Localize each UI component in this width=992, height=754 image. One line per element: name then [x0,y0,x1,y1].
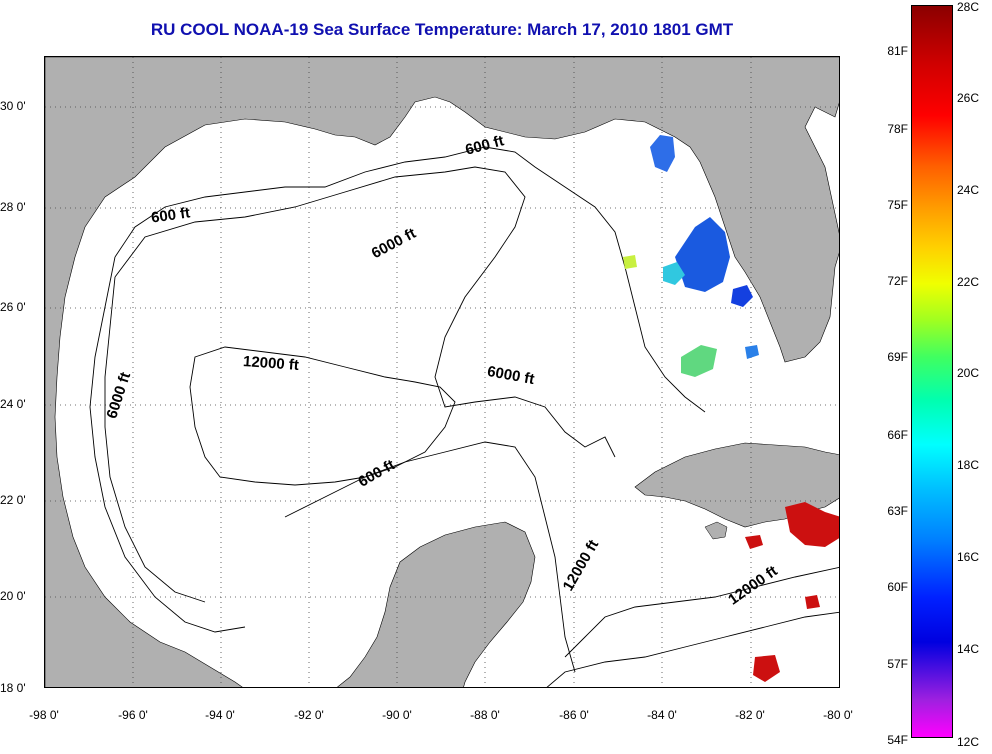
colorbar-c-label: 28C [957,0,980,14]
colorbar-c-label: 18C [957,458,980,472]
colorbar-f-label: 78F [887,122,908,136]
sst-patch-red [785,502,839,547]
colorbar-f-label: 75F [887,198,908,212]
sst-patch-green [681,345,717,377]
contour-12000ft-caribbean [564,566,839,658]
contour-6000ft-caribbean [546,611,839,687]
contour-6000ft-west [104,276,206,603]
x-tick-label: -94 0' [205,708,235,722]
contour-6000ft [114,166,616,458]
sst-cool-patches [623,135,759,377]
map-title: RU COOL NOAA-19 Sea Surface Temperature:… [150,20,734,39]
y-tick-label: 24 0' [0,397,26,411]
us-mexico-land [45,57,839,687]
x-tick-label: -90 0' [382,708,412,722]
contour-12000ft [189,346,456,486]
colorbar-c-label: 26C [957,91,980,105]
x-tick-label: -80 0' [823,708,853,722]
sst-patch-blue [675,217,730,292]
sst-patch-blue [731,285,753,307]
isle-of-youth-land [704,521,728,540]
colorbar-f-label: 81F [887,44,908,58]
colorbar-c-label: 14C [957,642,980,656]
colorbar-f-label: 57F [887,657,908,671]
colorbar-f-label: 60F [887,580,908,594]
sst-patch-cyan [663,262,685,285]
x-tick-label: -88 0' [470,708,500,722]
sst-patch-blue [650,135,675,172]
y-tick-label: 20 0' [0,589,26,603]
sst-map: 600 ft 600 ft 6000 ft 12000 ft 6000 ft 6… [44,56,840,688]
colorbar-c-label: 20C [957,366,980,380]
colorbar-f-label: 66F [887,428,908,442]
y-tick-label: 22 0' [0,493,26,507]
y-tick-label: 18 0' [0,681,26,695]
x-tick-label: -82 0' [735,708,765,722]
sst-warm-patches [745,502,839,682]
colorbar-f-label: 72F [887,274,908,288]
map-canvas [45,57,839,687]
contour-600ft-yucatan [284,441,576,673]
temperature-colorbar [911,5,953,738]
bathymetry-contours [89,146,839,687]
colorbar-c-label: 24C [957,183,980,197]
yucatan-land [337,521,536,687]
sst-patch-red [745,535,763,549]
colorbar-f-label: 69F [887,350,908,364]
x-tick-label: -96 0' [118,708,148,722]
colorbar-c-label: 22C [957,275,980,289]
colorbar-c-label: 12C [957,735,980,749]
sst-patch-red [805,595,820,609]
x-tick-label: -84 0' [647,708,677,722]
y-tick-label: 26 0' [0,300,26,314]
colorbar-f-label: 54F [887,733,908,747]
sst-patch-red [753,655,780,682]
x-tick-label: -86 0' [559,708,589,722]
colorbar-c-label: 16C [957,550,980,564]
x-tick-label: -92 0' [294,708,324,722]
contour-600ft [114,146,706,413]
sst-patch-blue [745,345,759,359]
cuba-land [634,442,839,528]
x-tick-label: -98 0' [29,708,59,722]
contour-600ft-west [89,256,246,633]
colorbar-f-label: 63F [887,504,908,518]
y-tick-label: 30 0' [0,99,26,113]
y-tick-label: 28 0' [0,200,26,214]
sst-patch-yellow [623,255,637,269]
